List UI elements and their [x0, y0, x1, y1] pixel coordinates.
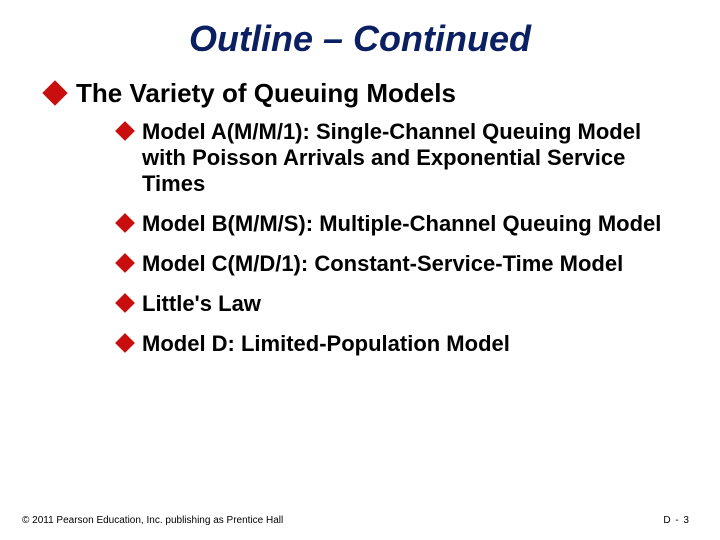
level2-text: Model A(M/M/1): Single-Channel Queuing M… — [142, 119, 680, 197]
bullet-level2: Model A(M/M/1): Single-Channel Queuing M… — [118, 119, 680, 197]
level2-text: Model C(M/D/1): Constant-Service-Time Mo… — [142, 251, 623, 277]
diamond-icon — [118, 216, 132, 235]
bullet-level2: Model B(M/M/S): Multiple-Channel Queuing… — [118, 211, 680, 237]
level1-text: The Variety of Queuing Models — [76, 78, 456, 109]
level2-text: Model D: Limited-Population Model — [142, 331, 510, 357]
diamond-icon — [118, 336, 132, 355]
slide: Outline – Continued The Variety of Queui… — [0, 0, 720, 540]
bullet-level2: Model D: Limited-Population Model — [118, 331, 680, 357]
diamond-icon — [46, 84, 64, 107]
diamond-icon — [118, 124, 132, 143]
page-number: D - 3 — [663, 515, 690, 526]
diamond-icon — [118, 256, 132, 275]
diamond-icon — [118, 296, 132, 315]
level2-list: Model A(M/M/1): Single-Channel Queuing M… — [40, 119, 680, 357]
level2-text: Little's Law — [142, 291, 261, 317]
slide-title: Outline – Continued — [40, 18, 680, 60]
level2-text: Model B(M/M/S): Multiple-Channel Queuing… — [142, 211, 661, 237]
bullet-level1: The Variety of Queuing Models — [46, 78, 680, 109]
copyright-text: © 2011 Pearson Education, Inc. publishin… — [22, 515, 283, 526]
bullet-level2: Little's Law — [118, 291, 680, 317]
bullet-level2: Model C(M/D/1): Constant-Service-Time Mo… — [118, 251, 680, 277]
